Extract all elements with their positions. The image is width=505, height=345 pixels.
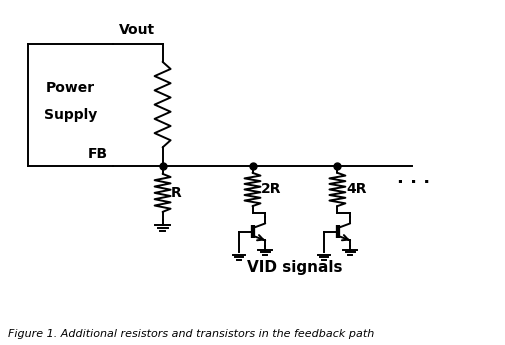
Text: Supply: Supply bbox=[43, 108, 97, 122]
Text: FB: FB bbox=[87, 147, 108, 161]
Text: · · ·: · · · bbox=[397, 174, 430, 192]
Text: Vout: Vout bbox=[119, 23, 155, 37]
Text: VID signals: VID signals bbox=[247, 260, 343, 275]
Text: 4R: 4R bbox=[346, 183, 367, 196]
Text: R: R bbox=[171, 186, 182, 200]
Text: Figure 1. Additional resistors and transistors in the feedback path: Figure 1. Additional resistors and trans… bbox=[8, 329, 374, 339]
Text: 2R: 2R bbox=[261, 183, 281, 196]
Text: Power: Power bbox=[45, 81, 95, 95]
